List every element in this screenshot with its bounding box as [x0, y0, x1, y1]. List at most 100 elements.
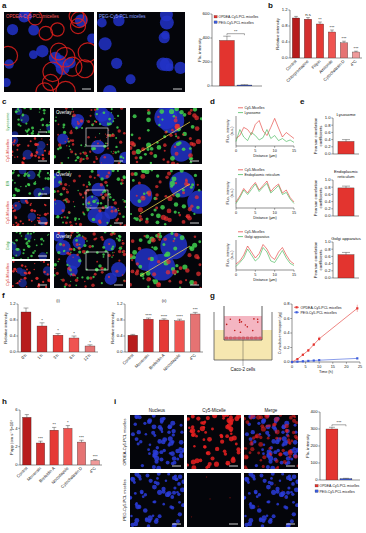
cell-signal	[196, 416, 200, 420]
cell-signal	[146, 117, 151, 122]
micelle	[241, 321, 243, 323]
cell-signal	[12, 172, 14, 175]
cell-signal	[194, 174, 197, 177]
cell-signal	[140, 195, 145, 200]
cell-signal	[244, 523, 248, 527]
cell-signal	[58, 123, 60, 125]
cell-signal	[164, 195, 167, 198]
significance: *	[67, 420, 69, 425]
cell-signal	[23, 249, 25, 251]
marker	[313, 359, 315, 361]
cell-signal	[56, 215, 59, 218]
x-tick-label: 5	[305, 365, 307, 369]
y-tick-label: 4	[15, 426, 18, 431]
cell-signal	[187, 253, 191, 257]
cell-signal	[165, 480, 167, 482]
lines	[236, 118, 294, 142]
x-tick-label: 25	[358, 365, 362, 369]
cell-signal	[87, 120, 90, 123]
cell-signal	[124, 200, 126, 203]
cell-signal	[34, 137, 36, 139]
cell-signal	[27, 257, 29, 259]
cell-signal	[170, 495, 174, 499]
y-tick-label: 1.2	[10, 301, 16, 306]
cell-signal	[244, 447, 246, 450]
cell-signal	[12, 270, 15, 273]
cell-signal	[16, 271, 18, 273]
cell-signal	[157, 145, 162, 150]
micrograph	[130, 170, 202, 226]
micrograph-bg	[54, 232, 126, 288]
cell-signal	[112, 252, 113, 253]
cell-signal	[34, 269, 35, 270]
cell-signal	[152, 485, 157, 490]
y-tick	[16, 320, 18, 321]
channel-label: ER	[5, 181, 10, 187]
y-tick	[331, 125, 333, 126]
cell-signal	[43, 266, 50, 275]
cell-signal	[15, 205, 17, 207]
cell-signal	[36, 244, 38, 246]
lines	[291, 305, 358, 363]
cell-signal	[92, 218, 96, 222]
cell-signal	[267, 500, 270, 503]
cell-signal	[100, 236, 103, 239]
cell-signal	[79, 223, 82, 226]
cell-signal	[106, 222, 108, 224]
cell-signal	[144, 153, 147, 156]
cell-signal	[133, 481, 136, 484]
micrograph	[12, 170, 50, 197]
cell-signal	[296, 464, 298, 467]
cell-signal	[12, 150, 13, 152]
scale-bar	[172, 466, 181, 467]
y-axis-label: Fluo. intensity(a.u.)	[226, 119, 234, 142]
cell-signal	[105, 133, 106, 134]
cell-signal	[70, 18, 85, 33]
cell-signal	[148, 257, 151, 260]
cell-signal	[147, 109, 149, 111]
x-tick-label: 15	[292, 149, 296, 153]
legend-label: Cy5-Micelles	[245, 230, 265, 234]
error-bar	[319, 359, 320, 361]
y-axis-label: Relative intensity	[3, 311, 8, 344]
cell-signal	[262, 455, 266, 459]
cell-signal	[104, 232, 106, 233]
cell-signal	[180, 235, 185, 240]
bar	[340, 43, 347, 58]
bars	[128, 312, 200, 352]
cell-signal	[15, 255, 17, 257]
cell-signal	[102, 253, 104, 255]
channel-label: Cy5-Micelles	[5, 263, 10, 286]
cell-signal	[292, 501, 295, 504]
cell-signal	[122, 216, 125, 219]
panel-letter: i	[114, 397, 116, 406]
y-tick-label: 0.4	[284, 330, 290, 335]
cell-signal	[66, 254, 81, 269]
cell-signal	[62, 279, 65, 282]
cell-signal	[19, 125, 21, 127]
cell-signal	[55, 203, 56, 204]
cell-signal	[95, 199, 97, 201]
cell-signal	[61, 162, 63, 164]
cell-signal	[104, 181, 107, 184]
cell-signal	[152, 515, 155, 518]
scale-bar	[38, 223, 47, 224]
cell-signal	[289, 455, 292, 458]
cell-signal	[103, 85, 116, 92]
image-label: OPDEA-Cy5-PCL micelles	[6, 14, 60, 19]
y-tick-label: 1.0	[325, 177, 331, 182]
cell-signal	[109, 196, 111, 198]
cell-signal	[30, 255, 33, 258]
cell-signal	[113, 151, 114, 152]
cell-signal	[163, 143, 167, 147]
scale-bar	[190, 223, 199, 224]
cell-signal	[157, 282, 160, 285]
cell-signal	[249, 416, 252, 419]
x-tick-label: Control	[121, 353, 134, 366]
y-tick	[290, 347, 292, 348]
cell-signal	[33, 188, 43, 197]
cell-signal	[123, 224, 126, 226]
y-tick	[331, 216, 333, 217]
x-tick-label: Cytochalasin D	[60, 466, 83, 489]
x-tick-label: 10	[317, 365, 321, 369]
